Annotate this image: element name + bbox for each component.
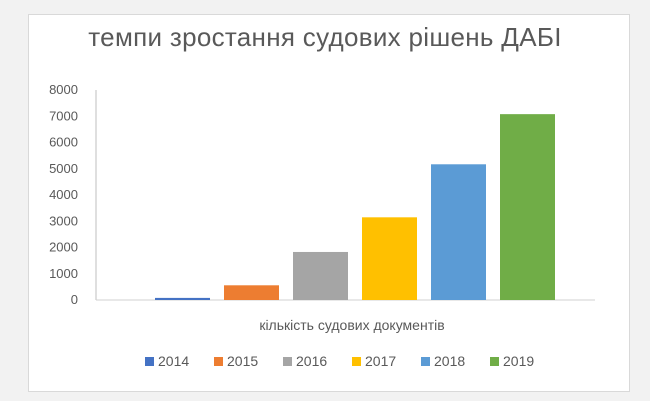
- y-tick-label: 4000: [49, 187, 78, 202]
- bar-2017: [362, 217, 417, 300]
- x-category-label: кількість судових документів: [259, 317, 444, 333]
- legend-swatch-2016: [283, 357, 292, 366]
- legend-label-2016: 2016: [296, 353, 327, 369]
- legend-label-2019: 2019: [503, 353, 534, 369]
- legend-label-2017: 2017: [365, 353, 396, 369]
- legend-swatch-2018: [421, 357, 430, 366]
- bar-2018: [431, 164, 486, 300]
- y-tick-label: 3000: [49, 213, 78, 228]
- bar-2019: [500, 114, 555, 301]
- y-axis-ticks: 0 1000 2000 3000 4000 5000 6000 7000 8000: [49, 82, 78, 307]
- legend-swatch-2017: [352, 357, 361, 366]
- bar-2015: [224, 285, 279, 300]
- legend: 2014 2015 2016 2017 2018 2019: [145, 353, 534, 369]
- bar-2014: [155, 297, 210, 300]
- y-tick-label: 7000: [49, 108, 78, 123]
- y-tick-label: 5000: [49, 161, 78, 176]
- bars: [155, 114, 555, 301]
- legend-label-2018: 2018: [434, 353, 465, 369]
- legend-swatch-2019: [490, 357, 499, 366]
- legend-label-2015: 2015: [227, 353, 258, 369]
- y-tick-label: 8000: [49, 82, 78, 97]
- y-tick-label: 0: [71, 292, 78, 307]
- chart-title: темпи зростання судових рішень ДАБІ: [88, 22, 562, 52]
- bar-2016: [293, 251, 348, 300]
- legend-swatch-2014: [145, 357, 154, 366]
- y-tick-label: 6000: [49, 135, 78, 150]
- legend-label-2014: 2014: [158, 353, 189, 369]
- y-tick-label: 1000: [49, 266, 78, 281]
- y-tick-label: 2000: [49, 240, 78, 255]
- legend-swatch-2015: [214, 357, 223, 366]
